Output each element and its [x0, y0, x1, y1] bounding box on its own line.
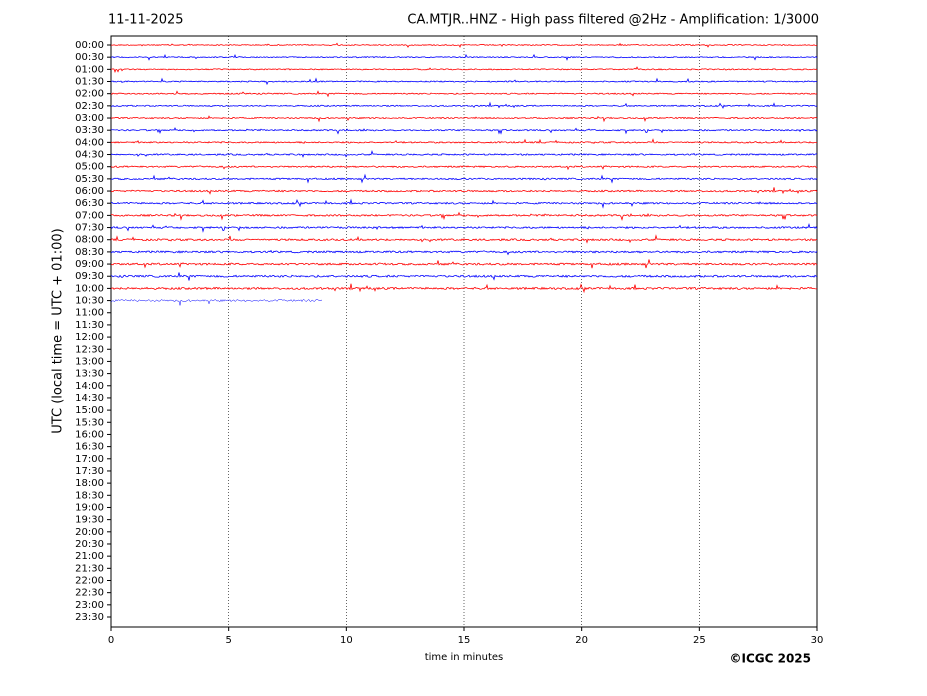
trace: [110, 272, 818, 281]
y-tick-label: 00:30: [75, 52, 104, 63]
trace: [110, 42, 818, 48]
y-tick-label: 22:00: [75, 575, 104, 586]
y-tick-label: 10:30: [75, 296, 104, 307]
y-tick-label: 18:30: [75, 490, 104, 501]
x-tick-label: 15: [458, 635, 471, 646]
y-tick-label: 18:00: [75, 478, 104, 489]
trace: [110, 101, 818, 109]
trace: [110, 234, 818, 244]
y-tick-label: 01:00: [75, 64, 104, 75]
plot-frame: [110, 35, 818, 628]
trace: [110, 66, 818, 73]
y-tick-label: 14:00: [75, 381, 104, 392]
y-tick-label: 11:00: [75, 308, 104, 319]
trace: [110, 259, 818, 269]
y-tick-label: 16:00: [75, 429, 104, 440]
trace: [110, 173, 818, 184]
y-tick-label: 04:30: [75, 150, 104, 161]
y-tick-label: 02:00: [75, 89, 104, 100]
y-tick-label: 02:30: [75, 101, 104, 112]
y-tick-label: 13:00: [75, 356, 104, 367]
copyright: ©ICGC 2025: [729, 652, 811, 666]
trace: [110, 77, 818, 86]
trace: [110, 115, 818, 123]
x-tick-label: 0: [108, 635, 114, 646]
y-tick-label: 13:30: [75, 369, 104, 380]
trace: [110, 249, 818, 256]
y-tick-label: 12:30: [75, 344, 104, 355]
y-tick-label: 07:00: [75, 210, 104, 221]
trace: [110, 211, 818, 221]
y-tick-label: 20:00: [75, 527, 104, 538]
x-axis-label: time in minutes: [425, 652, 504, 663]
trace: [110, 198, 818, 209]
date: 11-11-2025: [108, 13, 184, 28]
trace: [110, 90, 818, 98]
y-tick-label: 08:30: [75, 247, 104, 258]
x-tick-label: 5: [225, 635, 231, 646]
x-tick-label: 20: [575, 635, 588, 646]
y-tick-label: 14:30: [75, 393, 104, 404]
y-tick-label: 22:30: [75, 588, 104, 599]
y-tick-label: 15:30: [75, 417, 104, 428]
y-tick-label: 10:00: [75, 283, 104, 294]
y-tick-label: 17:30: [75, 466, 104, 477]
y-tick-label: 03:00: [75, 113, 104, 124]
y-tick-label: 12:00: [75, 332, 104, 343]
y-tick-label: 04:00: [75, 137, 104, 148]
y-tick-label: 11:30: [75, 320, 104, 331]
trace: [110, 150, 818, 158]
x-tick-label: 25: [693, 635, 706, 646]
chart-title: CA.MTJR..HNZ - High pass filtered @2Hz -…: [407, 13, 819, 28]
trace: [110, 283, 818, 294]
y-tick-label: 23:30: [75, 612, 104, 623]
y-tick-label: 23:00: [75, 600, 104, 611]
y-tick-label: 19:30: [75, 515, 104, 526]
trace: [110, 127, 818, 135]
y-tick-label: 00:00: [75, 40, 104, 51]
y-tick-label: 09:00: [75, 259, 104, 270]
y-tick-label: 19:00: [75, 502, 104, 513]
y-tick-label: 09:30: [75, 271, 104, 282]
y-axis-label: UTC (local time = UTC + 01:00): [51, 228, 66, 433]
trace: [110, 299, 323, 306]
trace: [110, 53, 818, 61]
trace: [110, 187, 818, 195]
y-tick-label: 15:00: [75, 405, 104, 416]
y-tick-label: 05:30: [75, 174, 104, 185]
y-tick-label: 01:30: [75, 77, 104, 88]
y-tick-label: 06:00: [75, 186, 104, 197]
y-tick-label: 06:30: [75, 198, 104, 209]
y-tick-label: 16:30: [75, 442, 104, 453]
trace: [110, 165, 818, 171]
y-tick-label: 07:30: [75, 223, 104, 234]
y-tick-label: 21:00: [75, 551, 104, 562]
y-tick-label: 05:00: [75, 162, 104, 173]
y-tick-label: 08:00: [75, 235, 104, 246]
y-tick-label: 20:30: [75, 539, 104, 550]
x-tick-label: 10: [340, 635, 353, 646]
trace: [110, 222, 818, 233]
y-tick-label: 03:30: [75, 125, 104, 136]
y-tick-label: 21:30: [75, 563, 104, 574]
y-tick-label: 17:00: [75, 454, 104, 465]
trace: [110, 138, 818, 144]
x-tick-label: 30: [811, 635, 824, 646]
